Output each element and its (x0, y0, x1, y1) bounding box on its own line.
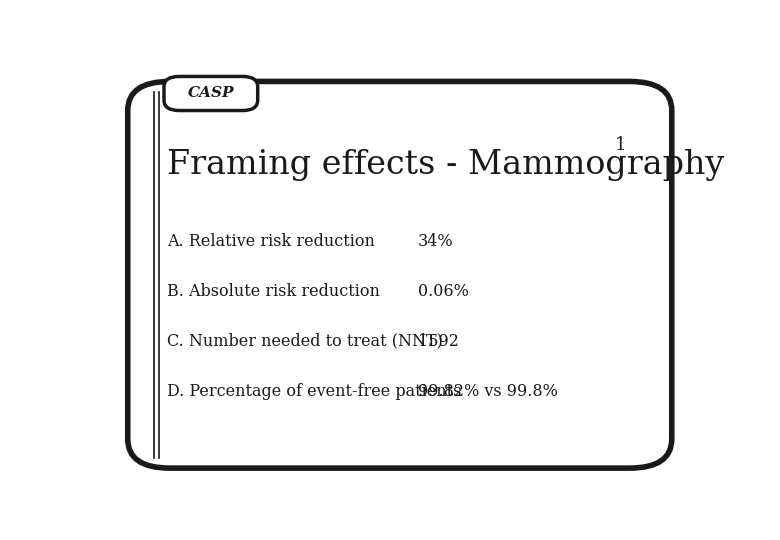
Text: CASP: CASP (188, 86, 234, 100)
Text: C. Number needed to treat (NNT): C. Number needed to treat (NNT) (167, 333, 443, 350)
Text: B. Absolute risk reduction: B. Absolute risk reduction (167, 283, 380, 300)
Text: 1592: 1592 (418, 333, 459, 350)
Text: 34%: 34% (418, 233, 453, 250)
FancyBboxPatch shape (164, 77, 257, 111)
Text: D. Percentage of event-free patients: D. Percentage of event-free patients (167, 383, 462, 400)
Text: Framing effects - Mammography: Framing effects - Mammography (167, 148, 725, 180)
FancyBboxPatch shape (128, 82, 672, 468)
Text: 1: 1 (615, 136, 626, 154)
Text: 99.82% vs 99.8%: 99.82% vs 99.8% (418, 383, 558, 400)
Text: A. Relative risk reduction: A. Relative risk reduction (167, 233, 375, 250)
Text: 0.06%: 0.06% (418, 283, 469, 300)
